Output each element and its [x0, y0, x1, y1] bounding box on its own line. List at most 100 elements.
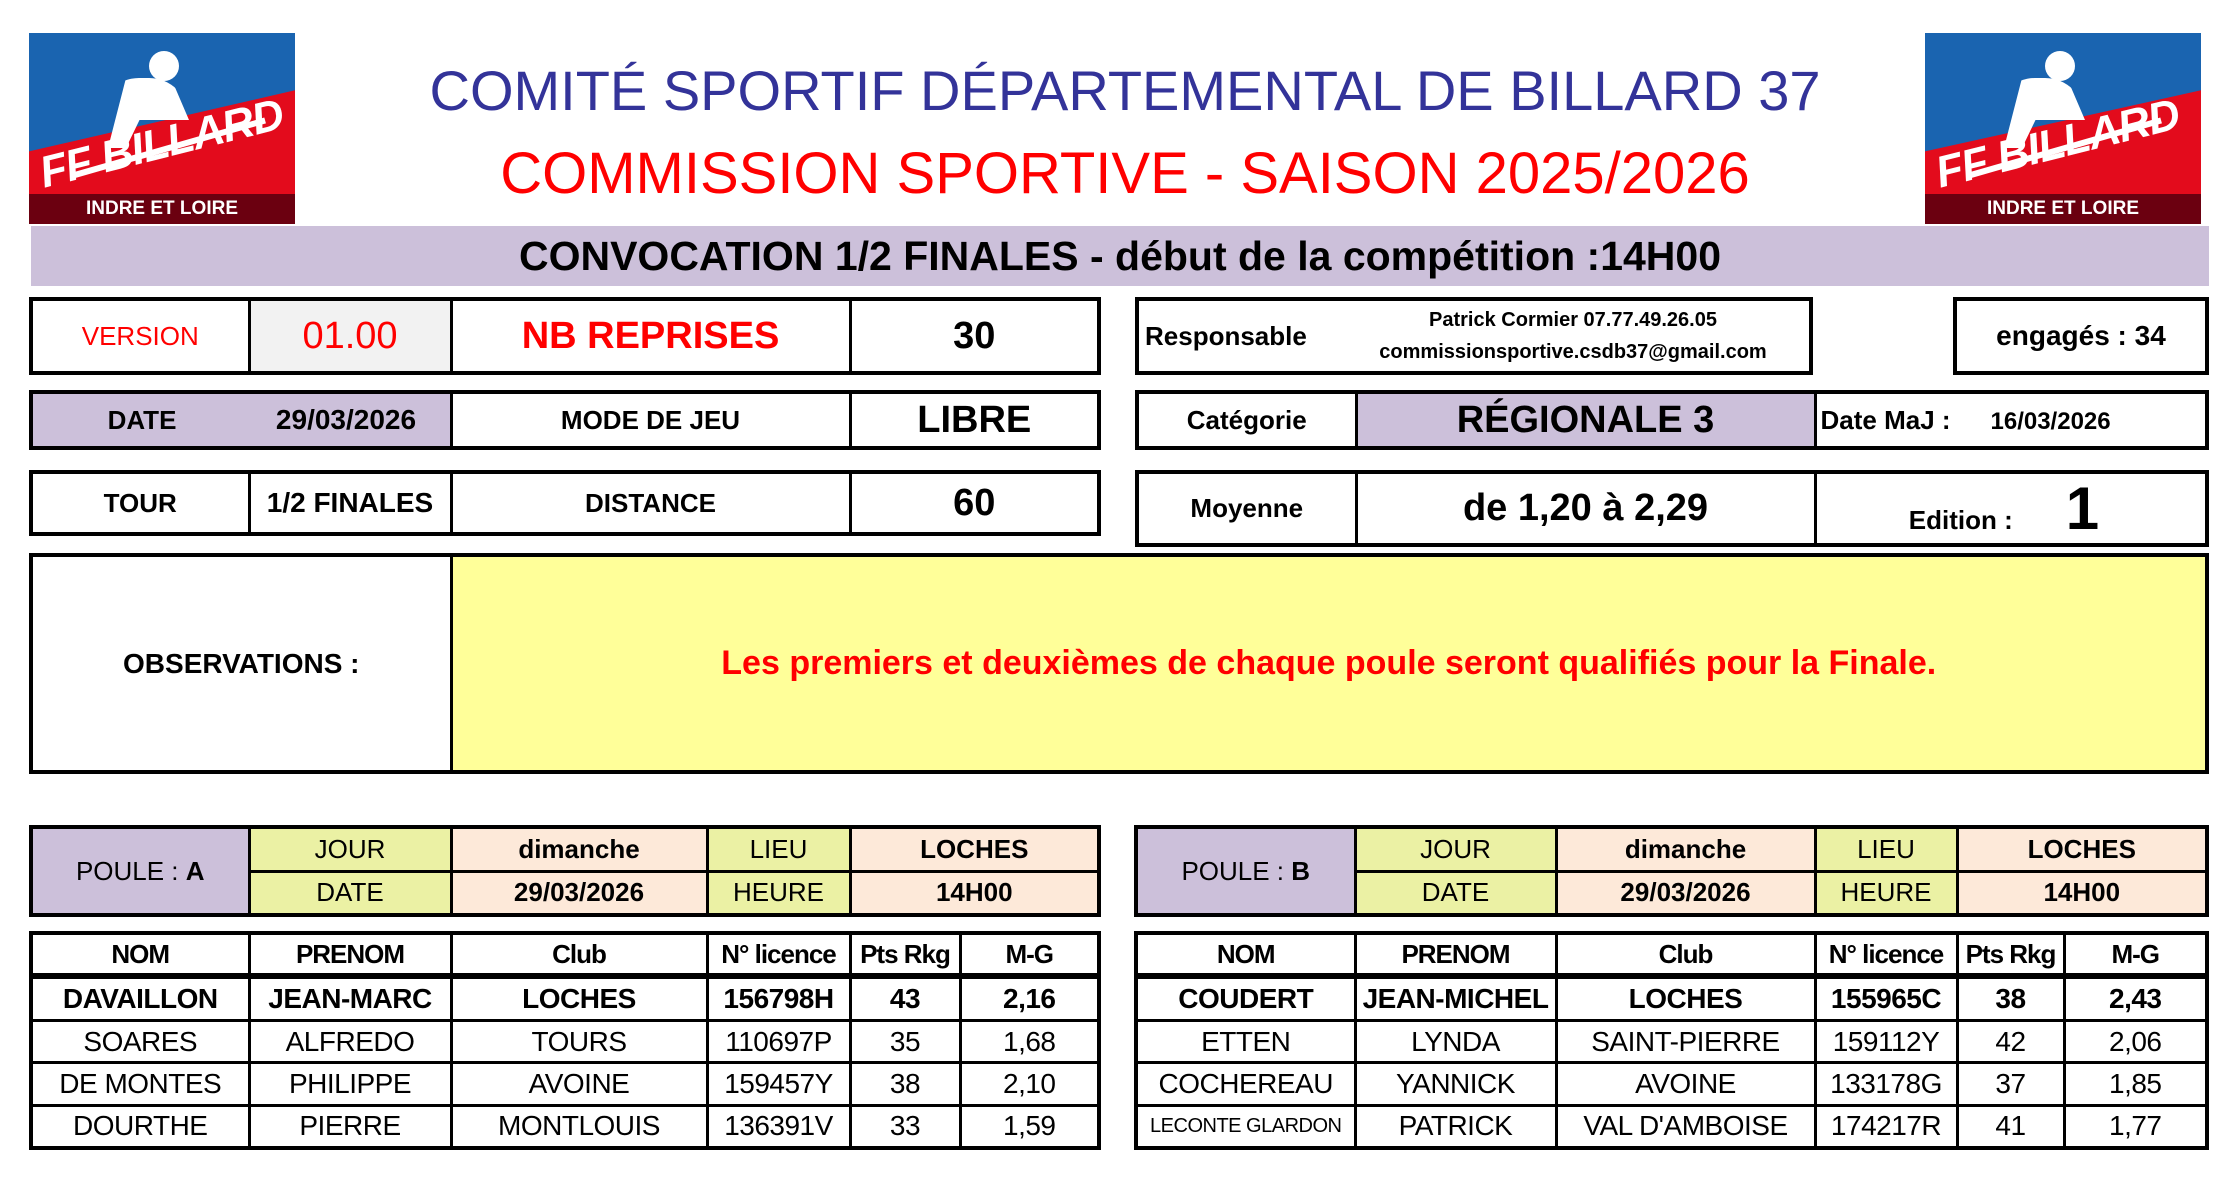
cell-prenom: JEAN-MICHEL [1353, 974, 1558, 1023]
moyenne-value: de 1,20 à 2,29 [1354, 470, 1817, 547]
cell-m-g: 1,85 [2062, 1061, 2209, 1107]
cell-pts-rkg: 38 [1955, 974, 2066, 1023]
heure-value: 14H00 [1955, 869, 2209, 917]
logo-region: INDRE ET LOIRE [29, 194, 295, 224]
cell-licence: 159112Y [1813, 1019, 1959, 1065]
cell-m-g: 1,77 [2062, 1103, 2209, 1150]
lieu-label: LIEU [705, 825, 852, 873]
cell-prenom: ALFREDO [247, 1019, 453, 1065]
poule-a-players-table: NOM PRENOM Club N° licence Pts Rkg M-G DAVAILL… [29, 931, 1101, 1150]
version-label: VERSION [29, 297, 251, 375]
poule-letter: B [1291, 855, 1311, 886]
cell-nom: SOARES [29, 1019, 251, 1065]
distance-label: DISTANCE [449, 470, 852, 536]
distance-value: 60 [848, 470, 1101, 536]
column-header-club: Club [1554, 931, 1817, 980]
cell-pts-rkg: 37 [1955, 1061, 2066, 1107]
cell-club: LOCHES [1554, 974, 1817, 1023]
date-label: DATE [107, 405, 177, 435]
table-row: ETTEN LYNDA SAINT-PIERRE 159112Y 42 2,06 [1134, 1019, 2209, 1065]
version-value: 01.00 [247, 297, 453, 375]
jour-label: JOUR [1353, 825, 1558, 873]
cell-pts-rkg: 43 [848, 974, 962, 1023]
engages-box: engagés : 34 [1953, 297, 2209, 375]
responsable-label: Responsable [1135, 297, 1337, 375]
table-row: DE MONTES PHILIPPE AVOINE 159457Y 38 2,10 [29, 1061, 1101, 1107]
cell-nom: LECONTE GLARDON [1134, 1103, 1357, 1150]
tour-row: TOUR 1/2 FINALES DISTANCE 60 [29, 470, 1101, 536]
mode-value: LIBRE [848, 390, 1101, 450]
cell-club: TOURS [449, 1019, 709, 1065]
column-header-nom: NOM [1134, 931, 1357, 980]
jour-label: JOUR [247, 825, 453, 873]
table-row: COCHEREAU YANNICK AVOINE 133178G 37 1,85 [1134, 1061, 2209, 1107]
cell-m-g: 2,16 [958, 974, 1101, 1023]
cell-club: VAL D'AMBOISE [1554, 1103, 1817, 1150]
poule-letter: A [185, 855, 205, 886]
moyenne-label: Moyenne [1135, 470, 1358, 547]
date-row: DATE 29/03/2026 MODE DE JEU LIBRE [29, 390, 1101, 450]
column-header-prenom: PRENOM [1353, 931, 1558, 980]
jour-value: dimanche [1554, 825, 1817, 873]
cell-licence: 174217R [1813, 1103, 1959, 1150]
cell-prenom: YANNICK [1353, 1061, 1558, 1107]
column-header-m-g: M-G [2062, 931, 2209, 980]
page-title: COMITÉ SPORTIF DÉPARTEMENTAL DE BILLARD … [429, 59, 1821, 122]
ff-billard-logo-right: FF BILLARD INDRE ET LOIRE [1925, 33, 2201, 224]
mode-label: MODE DE JEU [449, 390, 852, 450]
categorie-value: RÉGIONALE 3 [1354, 390, 1817, 450]
reprises-value: 30 [848, 297, 1101, 375]
cell-pts-rkg: 42 [1955, 1019, 2066, 1065]
cell-prenom: PHILIPPE [247, 1061, 453, 1107]
table-row: SOARES ALFREDO TOURS 110697P 35 1,68 [29, 1019, 1101, 1065]
cell-club: SAINT-PIERRE [1554, 1019, 1817, 1065]
column-header-nom: NOM [29, 931, 251, 980]
cell-m-g: 2,10 [958, 1061, 1101, 1107]
cell-nom: COUDERT [1134, 974, 1357, 1023]
ff-billard-logo-left: FF BILLARD INDRE ET LOIRE [29, 33, 295, 224]
responsable-email[interactable]: commissionsportive.csdb37@gmail.com [1379, 341, 1767, 363]
poule-label: POULE : [1181, 855, 1292, 886]
lieu-value: LOCHES [848, 825, 1101, 873]
cell-nom: ETTEN [1134, 1019, 1357, 1065]
poule-a-header: POULE : A JOUR dimanche LIEU LOCHES DATE… [29, 825, 1101, 917]
header-row: NOM PRENOM Club N° licence Pts Rkg M-G [1134, 931, 2209, 980]
cell-pts-rkg: 33 [848, 1103, 962, 1150]
moyenne-row: Moyenne de 1,20 à 2,29 Edition : 1 [1135, 470, 2209, 547]
cell-club: AVOINE [1554, 1061, 1817, 1107]
date-label: DATE [1353, 869, 1558, 917]
column-header-prenom: PRENOM [247, 931, 453, 980]
lieu-label: LIEU [1813, 825, 1959, 873]
cell-pts-rkg: 35 [848, 1019, 962, 1065]
cell-licence: 159457Y [705, 1061, 852, 1107]
column-header-licence: N° licence [1813, 931, 1959, 980]
poule-b-header: POULE : B JOUR dimanche LIEU LOCHES DATE… [1134, 825, 2209, 917]
responsable-name: Patrick Cormier 07.77.49.26.05 [1429, 309, 1717, 331]
edition-label: Edition : [1908, 505, 2013, 535]
cell-m-g: 1,68 [958, 1019, 1101, 1065]
cell-m-g: 1,59 [958, 1103, 1101, 1150]
table-row: DAVAILLON JEAN-MARC LOCHES 156798H 43 2,16 [29, 974, 1101, 1023]
heure-label: HEURE [705, 869, 852, 917]
cell-pts-rkg: 38 [848, 1061, 962, 1107]
cell-licence: 133178G [1813, 1061, 1959, 1107]
cell-m-g: 2,43 [2062, 974, 2209, 1023]
categorie-row: Catégorie RÉGIONALE 3 Date MaJ : 16/03/20… [1135, 390, 2209, 450]
table-row: DOURTHE PIERRE MONTLOUIS 136391V 33 1,59 [29, 1103, 1101, 1150]
observations-text: Les premiers et deuxièmes de chaque poul… [449, 553, 2209, 774]
version-row: VERSION 01.00 NB REPRISES 30 [29, 297, 1101, 375]
cell-licence: 110697P [705, 1019, 852, 1065]
cell-club: AVOINE [449, 1061, 709, 1107]
cell-prenom: PIERRE [247, 1103, 453, 1150]
heure-value: 14H00 [848, 869, 1101, 917]
table-row: COUDERT JEAN-MICHEL LOCHES 155965C 38 2,43 [1134, 974, 2209, 1023]
cell-club: MONTLOUIS [449, 1103, 709, 1150]
date-value: 29/03/2026 [275, 404, 417, 435]
poule-label: POULE : [75, 855, 186, 886]
maj-value: 16/03/2026 [1990, 407, 2111, 435]
cell-prenom: LYNDA [1353, 1019, 1558, 1065]
cell-licence: 156798H [705, 974, 852, 1023]
cell-nom: DE MONTES [29, 1061, 251, 1107]
cell-prenom: JEAN-MARC [247, 974, 453, 1023]
column-header-pts-rkg: Pts Rkg [848, 931, 962, 980]
